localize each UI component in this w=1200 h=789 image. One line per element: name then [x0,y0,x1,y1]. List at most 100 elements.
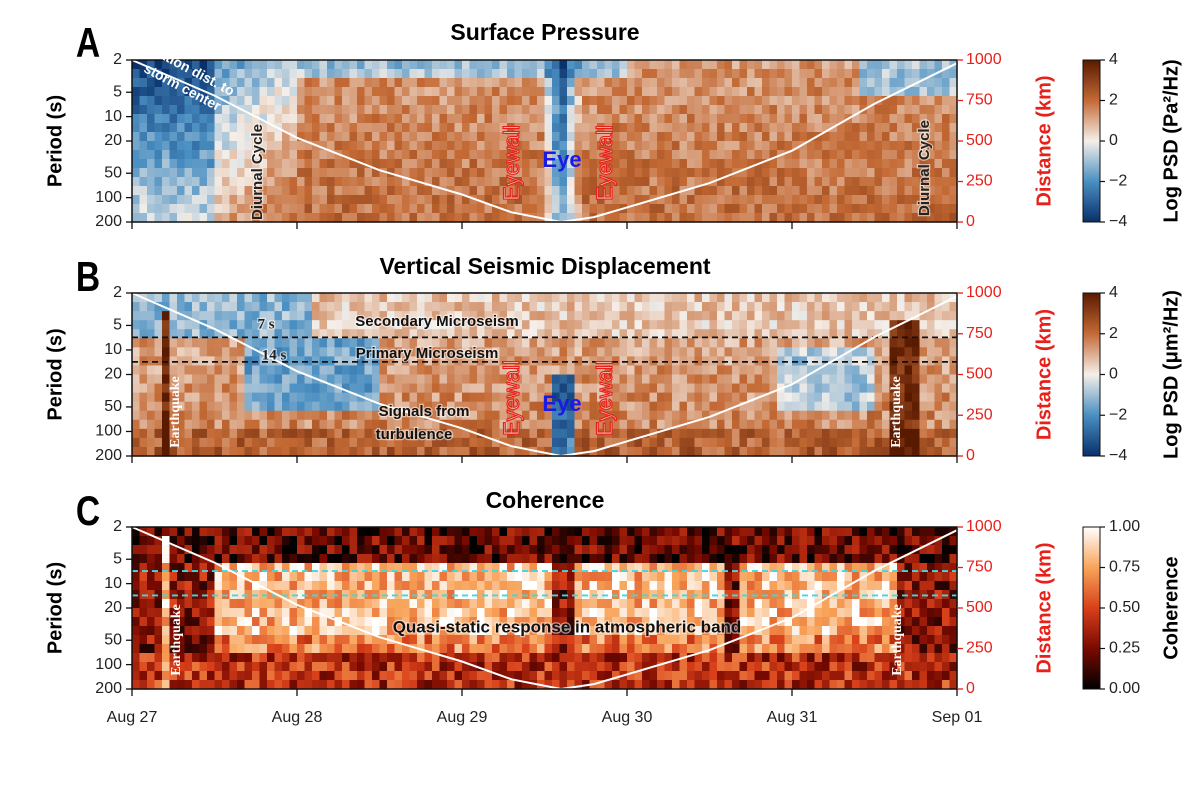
heatmap-cell [364,644,373,654]
heatmap-cell [297,159,306,169]
heatmap-cell [319,428,328,439]
heatmap-cell [169,338,178,348]
heatmap-cell [484,356,493,367]
heatmap-cell [417,626,426,636]
heatmap-cell [747,410,756,421]
heatmap-cell [417,572,426,582]
heatmap-cell [207,374,216,385]
heatmap-cell [469,213,478,223]
heatmap-cell [769,419,778,430]
heatmap-cell [207,195,216,205]
heatmap-cell [417,60,426,70]
heatmap-cell [259,635,268,645]
heatmap-cell [462,69,471,79]
heatmap-cell [949,419,958,430]
heatmap-cell [732,374,741,385]
heatmap-cell [252,347,261,357]
heatmap-cell [162,554,171,564]
heatmap-cell [424,186,433,196]
heatmap-cell [192,680,201,690]
heatmap-cell [267,572,276,582]
heatmap-cell [297,338,306,348]
heatmap-cell [642,87,651,97]
heatmap-cell [649,293,658,303]
heatmap-cell [949,123,958,133]
heatmap-cell [424,428,433,439]
heatmap-cell [657,311,666,321]
heatmap-cell [199,329,208,339]
heatmap-cell [379,626,388,636]
heatmap-cell [679,365,688,376]
heatmap-cell [859,311,868,321]
heatmap-cell [229,635,238,645]
heatmap-cell [439,581,448,591]
heatmap-cell [244,635,253,645]
heatmap-cell [462,195,471,205]
heatmap-cell [297,87,306,97]
heatmap-cell [897,78,906,88]
heatmap-cell [507,141,516,151]
heatmap-cell [244,410,253,421]
annotation: Eyewall [499,125,524,201]
heatmap-cell [942,123,951,133]
heatmap-cell [717,177,726,187]
heatmap-cell [462,410,471,421]
heatmap-cell [402,96,411,106]
heatmap-cell [342,374,351,385]
heatmap-cell [177,356,186,367]
heatmap-cell [904,96,913,106]
heatmap-cell [327,428,336,439]
heatmap-cell [874,320,883,330]
heatmap-cell [237,114,246,124]
heatmap-cell [207,302,216,312]
heatmap-cell [807,168,816,178]
heatmap-cell [199,159,208,169]
heatmap-cell [349,392,358,403]
heatmap-cell [342,204,351,214]
heatmap-cell [499,536,508,546]
annotation: Eyewall [592,360,617,436]
heatmap-cell [379,168,388,178]
heatmap-cell [852,410,861,421]
heatmap-cell [754,114,763,124]
heatmap-cell [297,680,306,690]
heatmap-cell [762,338,771,348]
heatmap-cell [559,60,568,70]
heatmap-cell [829,311,838,321]
heatmap-cell [514,105,523,115]
heatmap-cell [244,554,253,564]
heatmap-cell [904,195,913,205]
heatmap-cell [852,186,861,196]
heatmap-cell [132,536,141,546]
heatmap-cell [154,635,163,645]
heatmap-cell [184,293,193,303]
heatmap-cell [312,195,321,205]
heatmap-cell [679,87,688,97]
heatmap-cell [192,599,201,609]
heatmap-cell [852,419,861,430]
heatmap-cell [627,78,636,88]
heatmap-cell [867,87,876,97]
heatmap-cell [319,545,328,555]
heatmap-cell [522,311,531,321]
heatmap-cell [777,302,786,312]
heatmap-cell [207,123,216,133]
heatmap-cell [657,132,666,142]
heatmap-cell [754,69,763,79]
heatmap-cell [664,177,673,187]
heatmap-cell [867,338,876,348]
heatmap-cell [282,114,291,124]
heatmap-cell [814,320,823,330]
heatmap-cell [627,114,636,124]
heatmap-cell [402,105,411,115]
heatmap-cell [364,410,373,421]
heatmap-cell [514,69,523,79]
heatmap-cell [297,69,306,79]
heatmap-cell [889,428,898,439]
heatmap-cell [162,347,171,357]
heatmap-cell [919,204,928,214]
heatmap-cell [904,392,913,403]
heatmap-cell [252,150,261,160]
heatmap-cell [154,374,163,385]
heatmap-cell [184,590,193,600]
